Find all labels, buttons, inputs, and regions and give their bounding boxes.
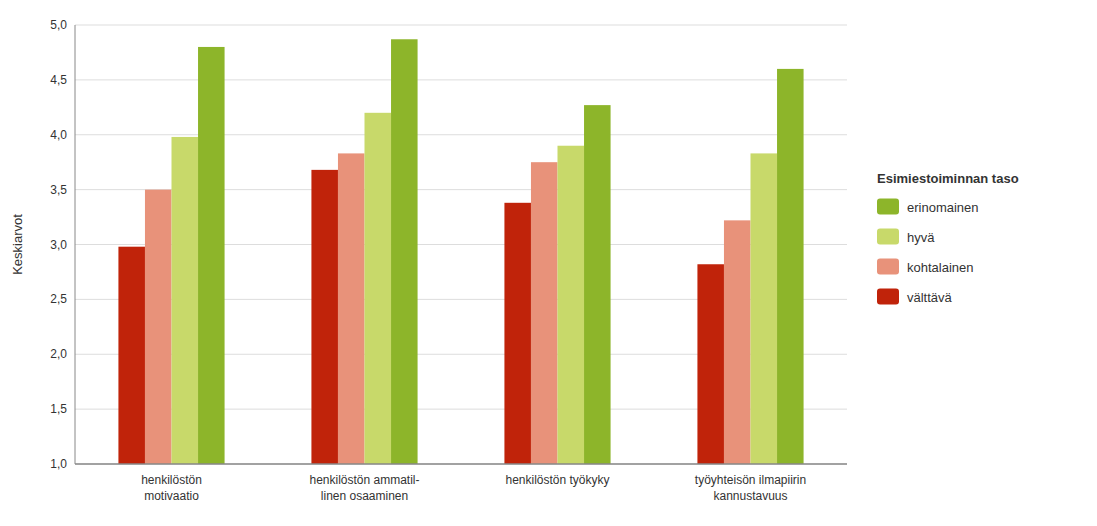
- legend-label: välttävä: [907, 290, 953, 305]
- bar: [198, 47, 225, 464]
- grid-line: [75, 79, 847, 80]
- bar: [777, 69, 804, 464]
- y-tick-label: 4,5: [50, 73, 67, 87]
- legend-title: Esimiestoiminnan taso: [877, 171, 1019, 186]
- y-tick-label: 3,0: [50, 238, 67, 252]
- bar: [584, 105, 611, 464]
- x-tick-label: henkilöstönmotivaatio: [141, 473, 202, 503]
- legend-swatch: [877, 289, 899, 305]
- bar: [311, 170, 338, 464]
- x-axis-line: [75, 463, 847, 465]
- y-tick-label: 1,0: [50, 457, 67, 471]
- y-tick-label: 2,5: [50, 292, 67, 306]
- legend-swatch: [877, 259, 899, 275]
- legend-swatch: [877, 229, 899, 245]
- grid-line: [75, 464, 847, 465]
- bar: [391, 39, 418, 464]
- bar: [724, 220, 751, 464]
- legend-label: hyvä: [907, 230, 935, 245]
- y-tick-label: 1,5: [50, 402, 67, 416]
- grid-line: [75, 134, 847, 135]
- x-tick-label: henkilöstön työkyky: [505, 473, 609, 487]
- grid-line: [75, 25, 847, 26]
- bar: [145, 190, 172, 464]
- y-axis-line: [75, 25, 76, 464]
- legend-label: kohtalainen: [907, 260, 974, 275]
- bar: [365, 113, 392, 464]
- x-tick-label: henkilöstön ammatil-linen osaaminen: [309, 473, 419, 503]
- chart-container: 1,0 1,5 2,0 2,5 3,0 3,5 4,0 4,5 5,0 Keskiarvot hen…: [0, 0, 1097, 526]
- bar: [531, 162, 558, 464]
- bars: [118, 39, 803, 464]
- bar: [751, 153, 778, 464]
- bar: [172, 137, 199, 464]
- y-axis-label: Keskiarvot: [10, 214, 25, 275]
- chart-svg: 1,0 1,5 2,0 2,5 3,0 3,5 4,0 4,5 5,0 Keskiarvot hen…: [0, 0, 1097, 526]
- bar: [504, 203, 531, 464]
- legend: Esimiestoiminnan taso erinomainen hyvä koht…: [877, 171, 1019, 305]
- y-tick-label: 3,5: [50, 183, 67, 197]
- bar: [697, 264, 724, 464]
- bar: [338, 153, 365, 464]
- x-tick-label: työyhteisön ilmapiirinkannustavuus: [695, 473, 806, 503]
- y-tick-label: 4,0: [50, 128, 67, 142]
- y-tick-label: 5,0: [50, 18, 67, 32]
- legend-label: erinomainen: [907, 200, 979, 215]
- y-tick-label: 2,0: [50, 347, 67, 361]
- bar: [558, 146, 585, 464]
- bar: [118, 247, 145, 464]
- grid: [75, 25, 847, 464]
- legend-swatch: [877, 199, 899, 215]
